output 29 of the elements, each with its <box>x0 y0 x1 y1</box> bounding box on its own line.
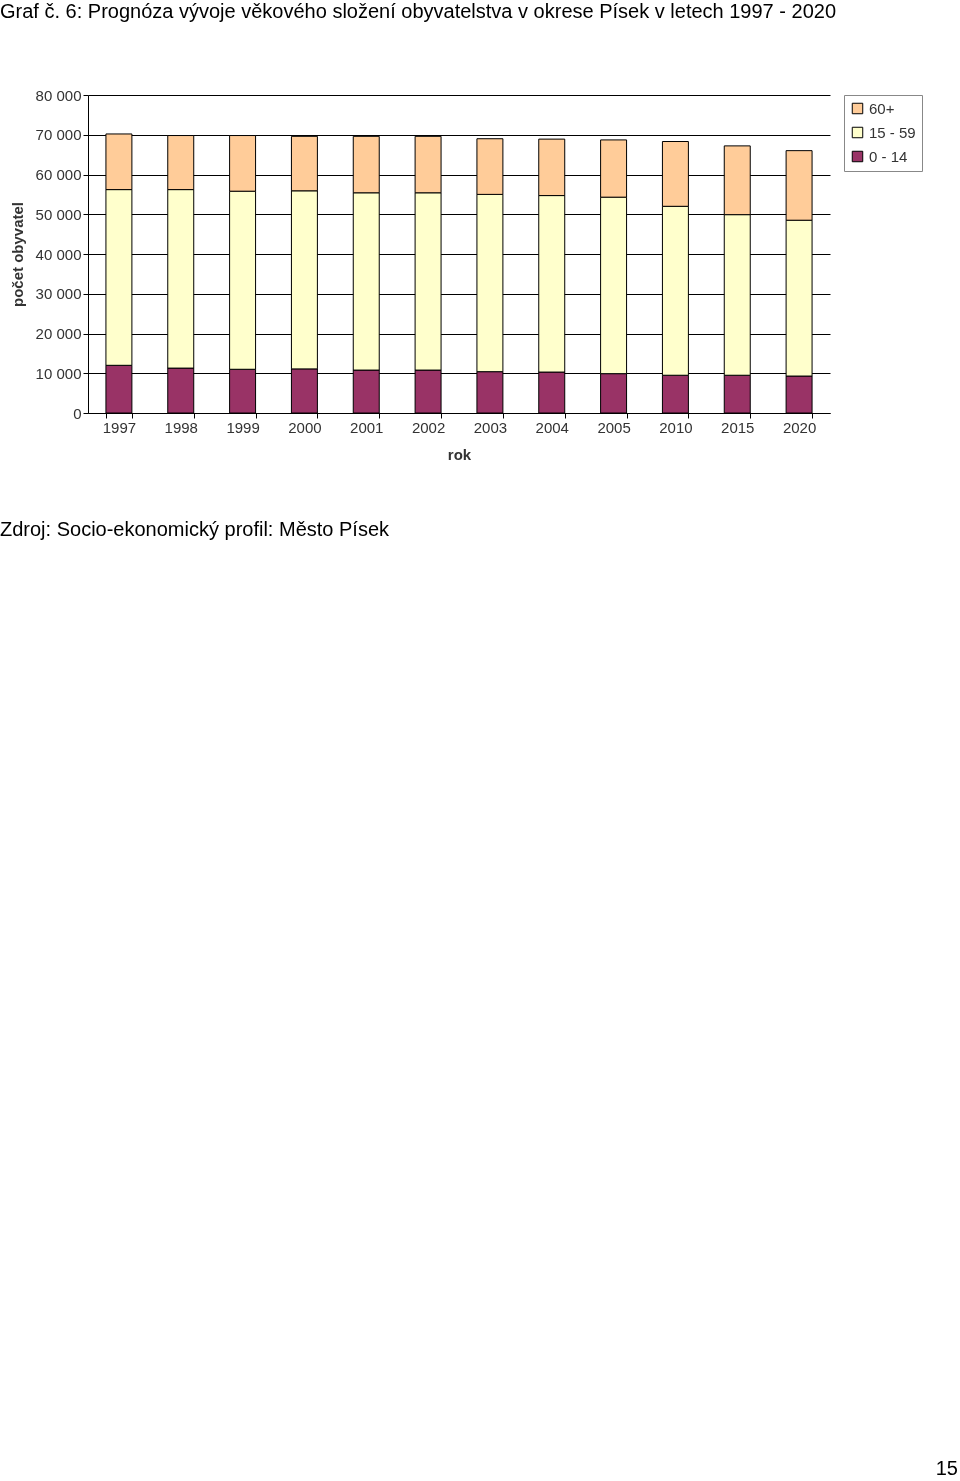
legend-label: 0 - 14 <box>869 147 908 165</box>
x-tick-label: 2001 <box>350 418 384 436</box>
y-tick-label: 80 000 <box>35 86 82 104</box>
x-tick-label: 2000 <box>288 418 322 436</box>
x-tick-label: 2002 <box>411 418 446 436</box>
text: Zdroj: Socio-ekonomický profil: Město Písek <box>0 518 390 541</box>
x-tick-label: 2010 <box>659 418 693 436</box>
x-tick-label: 2004 <box>535 418 569 436</box>
y-tick-label: 70 000 <box>35 126 82 144</box>
legend-label: 60+ <box>869 99 895 117</box>
x-axis-title: rok <box>447 445 472 463</box>
y-tick-label: 60 000 <box>35 166 82 183</box>
y-tick-label: 20 000 <box>35 325 82 342</box>
y-tick-label: 10 000 <box>35 364 82 382</box>
y-tick-label: 30 000 <box>35 285 82 303</box>
x-tick-label: 1997 <box>102 418 137 436</box>
x-tick-label: 1998 <box>164 418 198 436</box>
y-tick-label: 50 000 <box>35 205 82 223</box>
x-tick-label: 1999 <box>226 418 260 436</box>
x-tick-label: 2015 <box>721 418 755 436</box>
text: 15 <box>935 1457 958 1480</box>
legend-label: 15 - 59 <box>869 123 916 141</box>
x-tick-label: 2003 <box>473 418 508 436</box>
y-axis-title: počet obyvatel <box>8 201 26 308</box>
y-tick-label: 40 000 <box>35 245 82 263</box>
chart-title: Graf č. 6: Prognóza vývoje věkového složení obyvatelstva v okrese Písek v letech 1997 - 2020 <box>0 0 837 23</box>
x-tick-label: 2005 <box>597 418 631 436</box>
x-tick-label: 2020 <box>782 418 817 436</box>
y-tick-label: 0 <box>73 404 82 422</box>
